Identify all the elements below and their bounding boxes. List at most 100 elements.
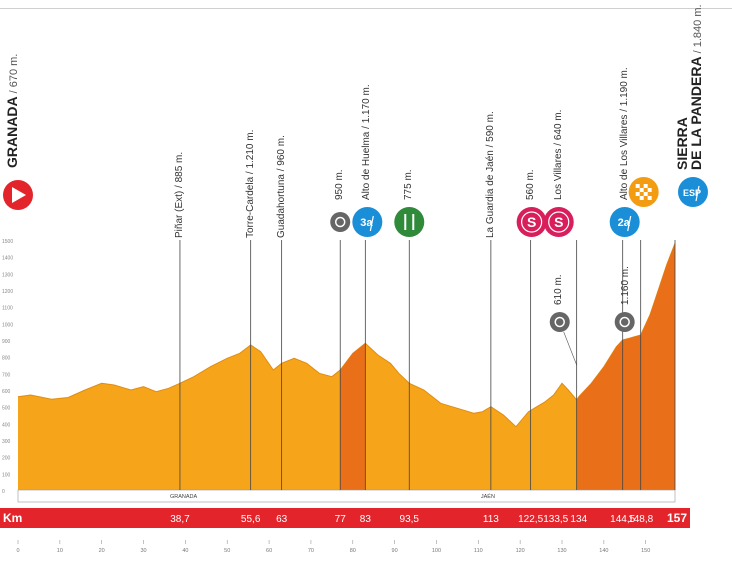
callout-leader xyxy=(563,331,577,366)
axis-tick-label: 120 xyxy=(516,548,525,554)
axis-tick-label: 0 xyxy=(16,548,19,554)
checker-square xyxy=(635,192,640,196)
km-mark-value: 148,8 xyxy=(628,514,653,525)
point-label: Guadahortuna / 960 m. xyxy=(275,135,287,238)
axis-tick-label: 130 xyxy=(557,548,566,554)
low-point-label: 610 m. xyxy=(552,274,564,305)
finish-location-label-line2: DE LA PANDERA / 1.840 m. xyxy=(688,4,704,170)
km-mark-value: 122,5 xyxy=(518,514,543,525)
climb-section-2 xyxy=(576,243,675,490)
axis-tick-label: 20 xyxy=(99,548,105,554)
km-mark-value: 134 xyxy=(570,514,587,525)
km-mark-value: 144,5 xyxy=(610,514,635,525)
left-scale-tick: 100 xyxy=(2,472,11,478)
axis-tick-label: 70 xyxy=(308,548,314,554)
point-label: Los Villares / 640 m. xyxy=(552,109,564,200)
left-scale-tick: 300 xyxy=(2,439,11,445)
left-scale-tick: 1100 xyxy=(2,306,13,312)
left-scale-tick: 1000 xyxy=(2,322,13,328)
axis-tick-label: 100 xyxy=(432,548,441,554)
low-point-label: 1.160 m. xyxy=(619,266,631,305)
profile-outline xyxy=(17,243,676,428)
left-scale-tick: 200 xyxy=(2,456,11,462)
point-label: Alto de Los Villares / 1.190 m. xyxy=(618,67,630,200)
axis-tick-label: 30 xyxy=(140,548,146,554)
left-scale-tick: 900 xyxy=(2,339,11,345)
baseline-town-label: JAÉN xyxy=(481,493,495,500)
left-scale-tick: 1500 xyxy=(2,239,13,245)
left-scale-tick: 0 xyxy=(2,489,5,495)
baseline-strip xyxy=(17,489,676,503)
left-scale-tick: 500 xyxy=(2,406,11,412)
start-location-label: GRANADA / 670 m. xyxy=(4,54,20,168)
checker-square xyxy=(643,192,648,196)
start-arrow xyxy=(12,187,26,203)
km-mark-value: 77 xyxy=(335,514,347,525)
left-scale-tick: 1200 xyxy=(2,289,13,295)
axis-tick-label: 60 xyxy=(266,548,272,554)
sprint-badge-letter: S xyxy=(554,214,563,230)
sprint-ring xyxy=(521,211,543,233)
clock-face xyxy=(554,316,565,328)
baseline-town-label: GRANADA xyxy=(170,494,198,500)
checker-square xyxy=(635,184,640,188)
point-label: 950 m. xyxy=(334,169,346,200)
left-scale-tick: 600 xyxy=(2,389,11,395)
climb-3-icon xyxy=(352,207,383,237)
point-label: La Guardia de Jaén / 590 m. xyxy=(484,111,496,238)
climb-section-1 xyxy=(340,343,366,490)
start-town-name: GRANADA xyxy=(4,96,20,168)
axis-tick-label: 10 xyxy=(57,548,63,554)
sprint-badge-letter: S xyxy=(527,214,536,230)
left-scale-tick: 400 xyxy=(2,422,11,428)
checker-square xyxy=(647,196,652,200)
checker-square xyxy=(639,196,644,200)
km-axis-label: Km xyxy=(3,511,22,525)
axis-tick-label: 150 xyxy=(641,548,650,554)
km-mark-value: 38,7 xyxy=(170,514,190,525)
km-mark-value: 113 xyxy=(483,514,499,525)
clock-face xyxy=(334,216,346,228)
climb-flag-pole xyxy=(695,185,700,202)
climb-flag-pole xyxy=(369,215,374,232)
point-label: Torre-Cardela / 1.210 m. xyxy=(244,129,256,238)
point-label: 775 m. xyxy=(403,169,415,200)
intermediate-time-icon xyxy=(330,212,351,232)
km-mark-value: 93,5 xyxy=(400,514,420,525)
km-mark-value: 83 xyxy=(360,514,372,525)
start-altitude: / 670 m. xyxy=(8,53,20,97)
point-label: 560 m. xyxy=(524,169,536,200)
point-label: Alto de Huelma / 1.170 m. xyxy=(361,84,373,200)
climb-2-icon xyxy=(609,207,640,237)
checker-square xyxy=(639,188,644,192)
axis-tick-label: 110 xyxy=(474,548,483,554)
climb-category-label: 3a xyxy=(360,217,373,229)
sprint-ring xyxy=(548,211,570,233)
left-scale-tick: 700 xyxy=(2,372,11,378)
intermediate-time-icon xyxy=(614,312,635,332)
axis-tick-label: 90 xyxy=(392,548,398,554)
climb-category-label: ESP xyxy=(683,188,701,198)
checker-square xyxy=(647,188,652,192)
left-scale-tick: 800 xyxy=(2,356,11,362)
left-scale-tick: 1300 xyxy=(2,272,13,278)
left-scale-tick: 1400 xyxy=(2,256,13,262)
special-climb-icon xyxy=(678,177,708,207)
climb-flag-pole xyxy=(627,215,632,232)
km-mark-value: 63 xyxy=(276,514,288,525)
top-rule xyxy=(0,8,732,9)
feed-zone-icon xyxy=(394,207,425,237)
km-mark-value: 157 xyxy=(667,511,687,525)
km-mark-value: 55,6 xyxy=(241,514,261,525)
checker-square xyxy=(643,184,648,188)
sprint-icon xyxy=(516,207,547,237)
km-bar xyxy=(0,508,690,528)
clock-face xyxy=(619,316,630,328)
sprint-icon xyxy=(543,207,574,237)
axis-tick-label: 140 xyxy=(599,548,608,554)
axis-tick-label: 80 xyxy=(350,548,356,554)
axis-tick-label: 50 xyxy=(224,548,230,554)
axis-tick-label: 40 xyxy=(182,548,188,554)
climb-category-label: 2a xyxy=(618,217,631,229)
